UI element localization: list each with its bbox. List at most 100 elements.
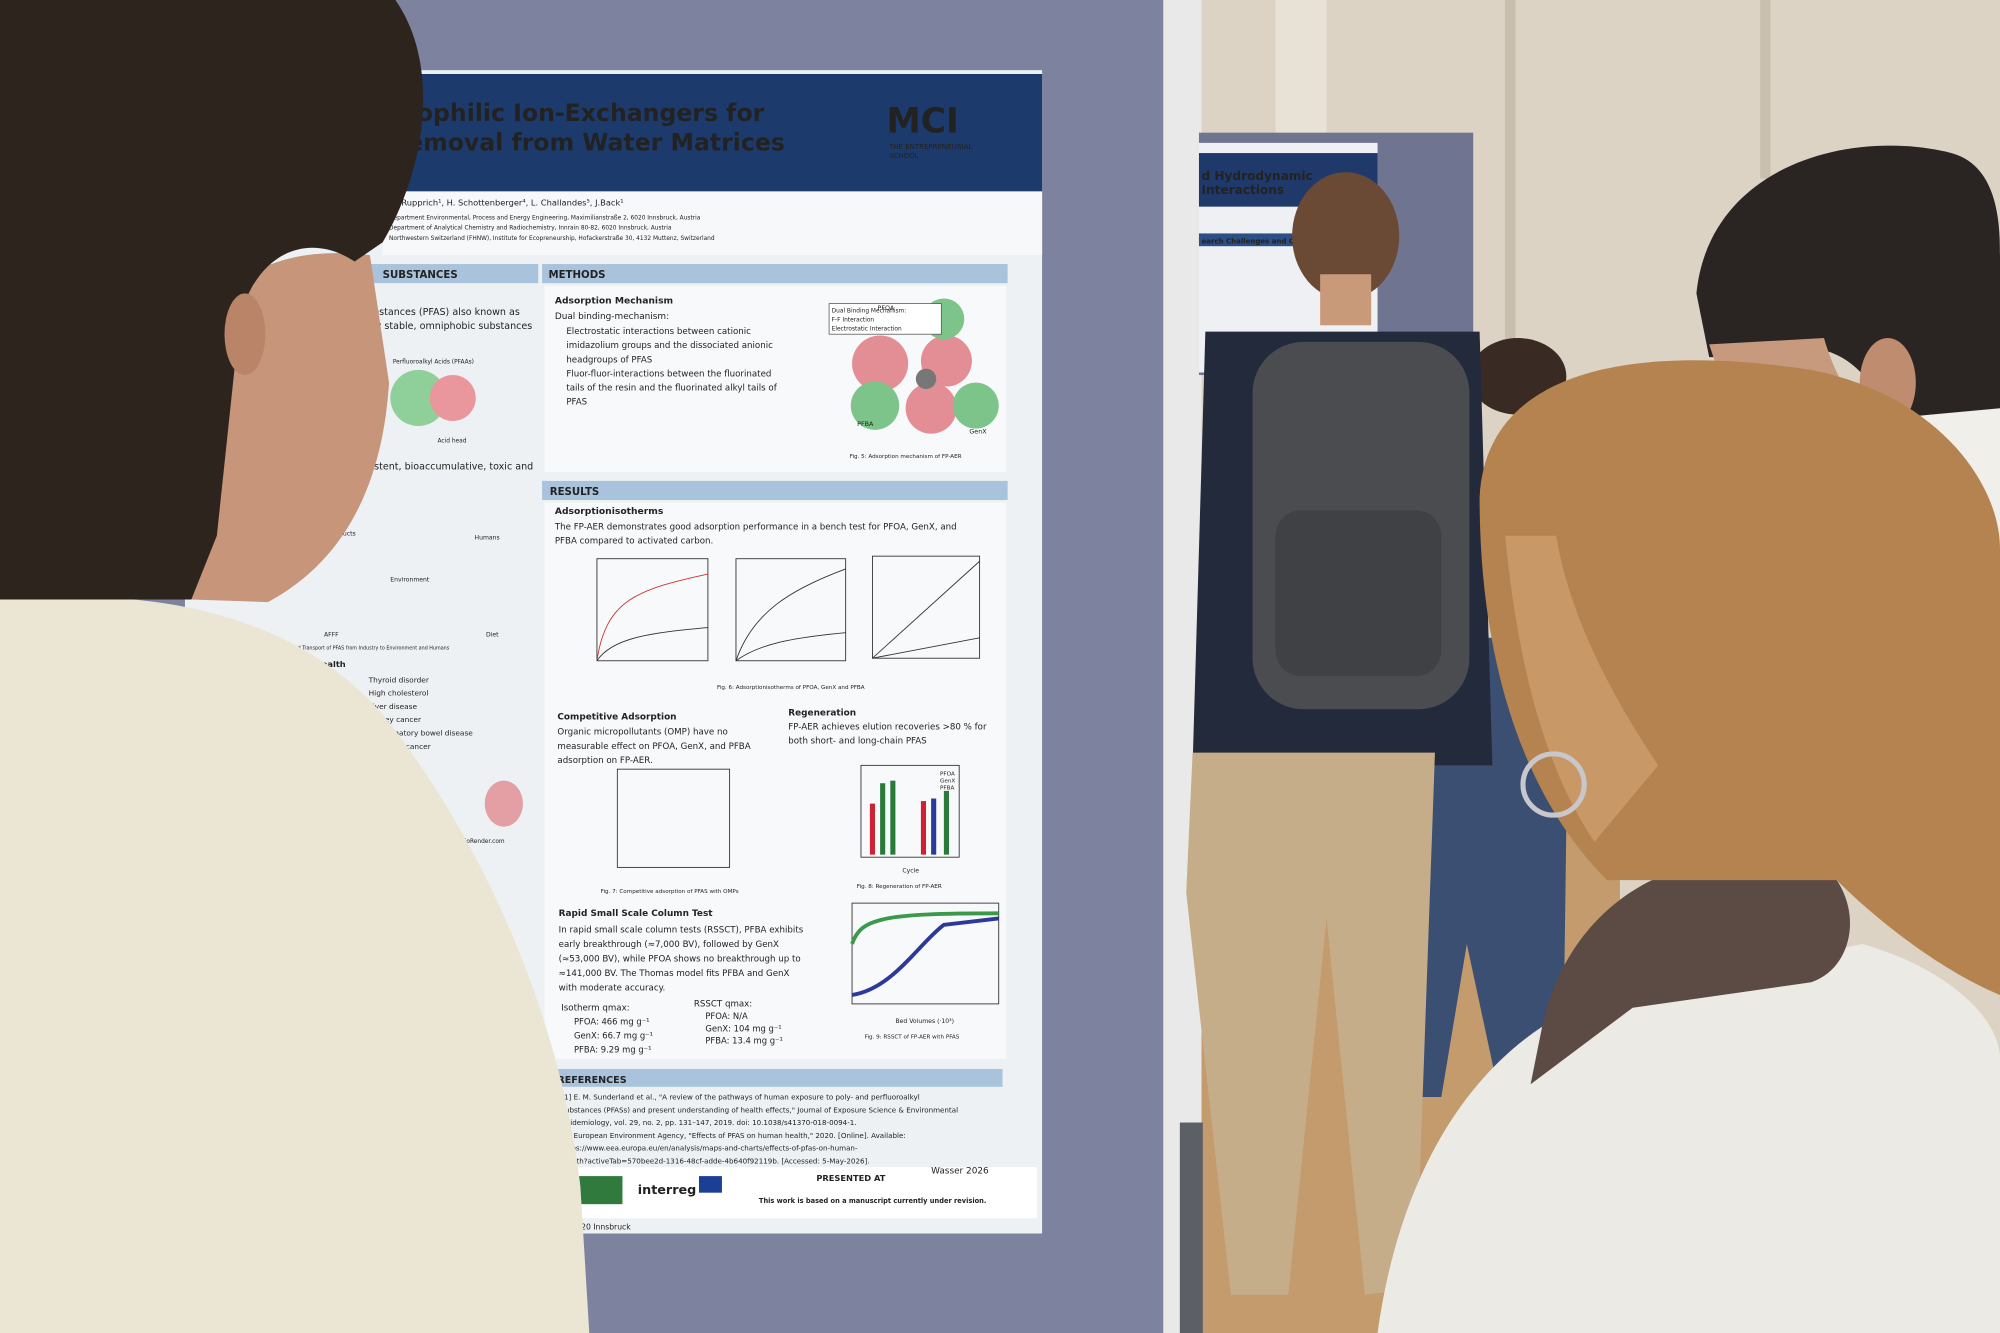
figure-label: PFOA xyxy=(878,304,895,312)
poster-text: Dual binding-mechanism: xyxy=(555,312,669,322)
poster-text: FP-AER achieves elution recoveries >80 %… xyxy=(788,723,987,733)
logo: MCI xyxy=(886,102,958,142)
wall-column xyxy=(1275,0,1327,141)
reference: health?activeTab=570bee2d-1316-48cf-adde… xyxy=(561,1156,869,1165)
person-sweater xyxy=(0,596,590,1333)
molecule-shape xyxy=(390,369,447,427)
wall-joint xyxy=(1505,0,1516,383)
plot-curve xyxy=(872,560,980,659)
reference: https://www.eea.europa.eu/en/analysis/ma… xyxy=(561,1144,858,1153)
disease-label: Liver disease xyxy=(369,702,418,711)
affiliation: Department Environmental, Process and En… xyxy=(389,215,701,221)
mechanism-figure xyxy=(828,298,999,434)
diagram-label: Diet xyxy=(486,632,499,639)
address: 6020 Innsbruck xyxy=(571,1223,631,1232)
caption: Fig. 9: RSSCT of FP-AER with PFAS xyxy=(865,1034,960,1040)
disease-label: Kidney cancer xyxy=(369,715,422,724)
reference: substances (PFASs) and present understan… xyxy=(561,1105,958,1114)
poster-text: Acid head xyxy=(438,439,467,445)
poster-text: Fluor-fluor-interactions between the flu… xyxy=(566,369,771,379)
poster-text: Electrostatic interactions between catio… xyxy=(566,327,751,337)
legend-label: GenX xyxy=(940,779,955,785)
subheading: Rapid Small Scale Column Test xyxy=(559,909,714,919)
bar xyxy=(943,790,949,855)
plot-frame xyxy=(851,902,1000,1005)
poster-text: adsorption on FP-AER. xyxy=(557,756,652,766)
person-neck xyxy=(1320,274,1372,326)
reference: Epidemiology, vol. 29, no. 2, pp. 131–14… xyxy=(561,1118,856,1127)
plot-frame xyxy=(872,555,981,659)
section-bar xyxy=(542,480,1008,501)
affiliation: Department of Analytical Chemistry and R… xyxy=(389,226,672,232)
figure-shape xyxy=(952,382,999,429)
poster-text: imidazolium groups and the dissociated a… xyxy=(566,341,773,351)
caption: Fig. 8: Regeneration of FP-AER xyxy=(857,884,942,890)
poster-title: Removal from Water Matrices xyxy=(389,129,785,157)
plot-frame xyxy=(616,768,731,868)
diagram-label: Environment xyxy=(390,577,430,584)
poster-text: The FP-AER demonstrates good adsorption … xyxy=(554,522,957,532)
plot-frame xyxy=(735,558,847,662)
list-item: GenX: 104 mg g⁻¹ xyxy=(705,1023,781,1033)
figure-label: PFBA xyxy=(857,420,874,428)
disease-label: High cholesterol xyxy=(369,689,429,698)
plot-curve xyxy=(735,568,846,661)
section-header: METHODS xyxy=(548,270,605,281)
figure-shape xyxy=(905,382,957,434)
logo-tagline: THE ENTREPRENEURIAL xyxy=(888,142,972,151)
figure-shape xyxy=(850,381,900,430)
bar xyxy=(920,801,927,855)
person-hair xyxy=(0,0,424,600)
section-header: SUBSTANCES xyxy=(383,270,458,281)
person-hair xyxy=(1292,172,1400,300)
poster-text: es: Persistent, bioaccumulative, toxic a… xyxy=(334,461,533,472)
caption: Fig. 6: Adsorptionisotherms of PFOA, Gen… xyxy=(717,685,865,691)
poster-text: PFAS xyxy=(566,397,587,407)
subheading: Adsorptionisotherms xyxy=(555,506,664,517)
person-hair-highlight xyxy=(1505,535,1659,842)
person-sweater xyxy=(1377,943,2000,1333)
section-header: REFERENCES xyxy=(557,1075,626,1086)
legend-label: F-F Interaction xyxy=(832,317,875,323)
section-header: earch Challenges and Obje xyxy=(1202,237,1308,246)
subheading: Adsorption Mechanism xyxy=(555,296,673,307)
poster-text: measurable effect on PFOA, GenX, and PFB… xyxy=(557,742,750,752)
person-hair xyxy=(1479,360,2000,995)
diagram-label: AFFF xyxy=(324,632,339,639)
caption: Fig. 5: Adsorption mechanism of FP-AER xyxy=(850,454,962,460)
axis-label: Cycle xyxy=(902,868,919,875)
poster-text: ghly stable, omniphobic substances xyxy=(361,321,532,332)
poster-text: In rapid small scale column tests (RSSCT… xyxy=(559,925,804,935)
figure-shape xyxy=(852,335,909,392)
diagram-label: Humans xyxy=(474,535,499,542)
person-trousers xyxy=(1186,752,1435,1295)
wall-joint xyxy=(1760,0,1771,179)
bar xyxy=(890,780,896,855)
eu-flag xyxy=(698,1176,722,1193)
bar xyxy=(869,803,875,855)
plot-curve xyxy=(735,632,846,662)
subheading: Competitive Adsorption xyxy=(557,712,676,722)
legend-label: PFBA xyxy=(940,786,954,792)
funder-logo: interreg xyxy=(638,1183,697,1198)
legend-label: PFOA xyxy=(940,772,955,778)
poster-title: Interactions xyxy=(1202,183,1285,197)
organ-shape xyxy=(484,780,523,827)
poster-title: d Hydrodynamic xyxy=(1202,169,1313,183)
subheading: Regeneration xyxy=(788,709,856,719)
list-item: PFBA: 9.29 mg g⁻¹ xyxy=(574,1044,652,1054)
bar xyxy=(880,783,886,855)
poster-text: headgroups of PFAS xyxy=(566,355,652,365)
plot-curve xyxy=(850,911,999,945)
reference: [2] European Environment Agency, "Effect… xyxy=(561,1131,906,1140)
footnote: This work is based on a manuscript curre… xyxy=(759,1197,986,1205)
regeneration-bars xyxy=(869,780,949,855)
plot-frame xyxy=(860,764,960,858)
earring xyxy=(1520,751,1587,818)
legend-label: Dual Binding Mechanism: xyxy=(832,309,907,315)
caption: Fig. 1: Release and Transport of PFAS fr… xyxy=(255,645,450,651)
poster-text: early breakthrough (≈7,000 BV), followed… xyxy=(559,940,779,950)
